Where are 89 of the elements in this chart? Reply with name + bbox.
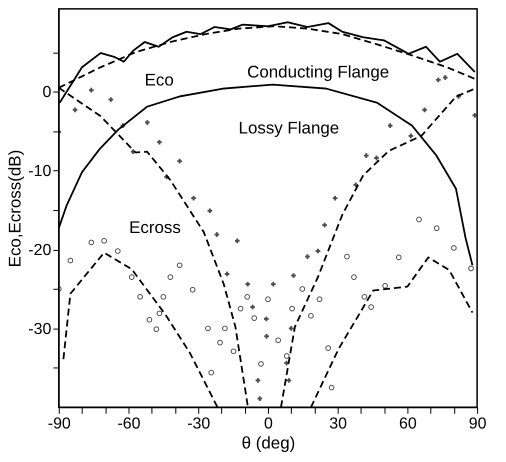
point	[101, 238, 107, 244]
point	[120, 123, 126, 128]
y-tick-label: -10	[28, 163, 52, 180]
y-tick-label: -20	[28, 242, 52, 259]
point	[451, 245, 457, 251]
point	[362, 294, 368, 300]
point	[322, 222, 327, 228]
point	[265, 296, 271, 302]
point	[332, 196, 338, 201]
point	[156, 310, 162, 316]
x-axis-title: θ (deg)	[242, 434, 296, 453]
point	[154, 326, 160, 332]
point	[191, 196, 196, 201]
point	[234, 238, 240, 244]
point	[408, 134, 414, 138]
point	[208, 208, 212, 214]
point	[208, 370, 214, 376]
point	[284, 353, 290, 359]
point	[251, 315, 258, 321]
point	[88, 88, 94, 92]
point	[214, 232, 220, 237]
point	[264, 316, 269, 322]
point	[316, 296, 322, 302]
x-tick-label: 60	[399, 416, 417, 433]
point	[422, 108, 427, 112]
point	[190, 286, 196, 293]
point	[222, 326, 228, 332]
point	[176, 262, 182, 268]
point	[244, 294, 250, 300]
point	[177, 158, 182, 164]
annotation: Conducting Flange	[247, 62, 390, 82]
point	[286, 378, 292, 383]
point	[258, 361, 264, 367]
annotation: Lossy Flange	[238, 118, 340, 138]
point	[289, 306, 295, 312]
point	[328, 384, 334, 390]
y-tick-label: -30	[28, 320, 52, 338]
point	[146, 316, 152, 323]
point	[288, 326, 294, 331]
point	[68, 258, 74, 264]
point	[434, 225, 440, 232]
point	[72, 108, 78, 112]
x-tick-label: 0	[264, 416, 274, 433]
point	[436, 78, 441, 82]
point	[88, 240, 94, 246]
point	[238, 306, 244, 312]
point	[308, 312, 314, 319]
x-tick-label: -90	[48, 416, 71, 433]
point	[364, 153, 369, 158]
point	[305, 254, 310, 259]
point	[256, 378, 260, 383]
point	[468, 266, 474, 272]
point	[416, 216, 422, 222]
point	[442, 75, 448, 80]
x-tick-label: 90	[468, 416, 487, 433]
point	[205, 326, 211, 332]
point	[316, 248, 320, 254]
x-tick-label: -60	[117, 416, 141, 433]
point	[325, 345, 331, 351]
point	[230, 348, 236, 354]
point	[344, 254, 350, 260]
annotation: Eco	[144, 70, 174, 90]
point	[257, 396, 262, 401]
point	[382, 282, 388, 289]
point	[128, 274, 135, 280]
point	[396, 254, 402, 260]
point	[351, 274, 357, 280]
x-tick-label: -30	[187, 416, 210, 433]
annotation: Ecross	[129, 218, 181, 237]
point	[291, 273, 296, 278]
point	[388, 123, 393, 128]
point	[167, 274, 174, 280]
y-axis-title: Eco,Ecross(dB)	[5, 150, 24, 268]
point	[114, 248, 121, 254]
x-tick-label: 30	[329, 416, 348, 433]
point	[374, 156, 379, 160]
point	[108, 97, 114, 102]
point	[157, 140, 162, 145]
point	[160, 294, 166, 300]
point	[144, 120, 150, 125]
point	[300, 286, 306, 292]
y-tick-label: 0	[42, 84, 52, 102]
point	[264, 334, 269, 339]
point	[250, 304, 255, 310]
point	[275, 337, 282, 344]
point	[368, 304, 374, 310]
point	[224, 272, 230, 276]
point	[137, 294, 143, 300]
point	[217, 340, 223, 346]
